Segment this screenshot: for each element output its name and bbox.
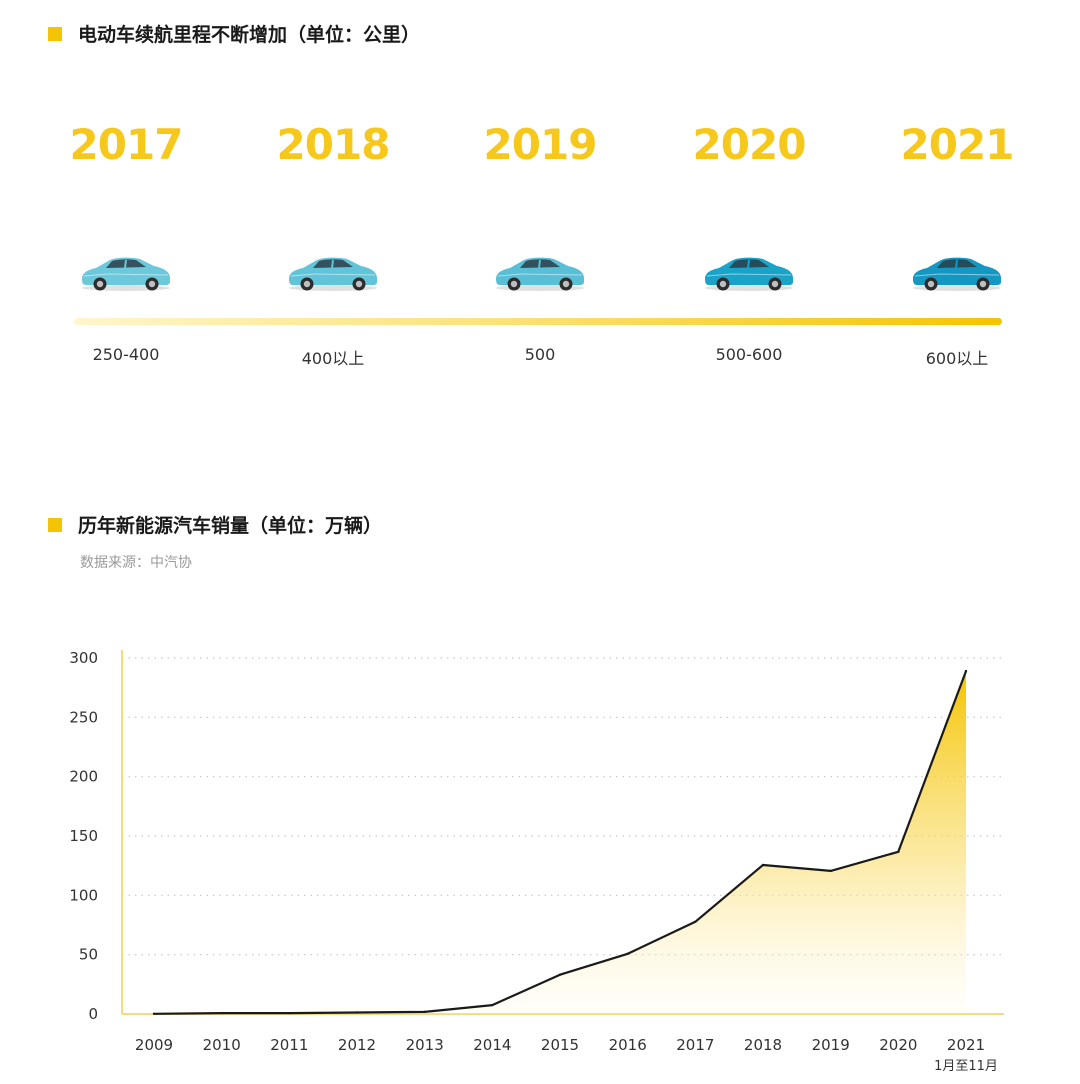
y-tick-label: 150 xyxy=(69,827,98,845)
y-tick-label: 250 xyxy=(69,708,98,726)
timeline-year-2018: 2018 xyxy=(276,120,391,169)
y-tick-label: 300 xyxy=(69,649,98,667)
timeline-range-2020: 500-600 xyxy=(715,345,783,364)
x-tick-label: 2016 xyxy=(609,1036,647,1054)
timeline-range-2018: 400以上 xyxy=(301,349,365,368)
y-tick-label: 200 xyxy=(69,768,98,786)
car-icon xyxy=(705,257,793,291)
data-point-2010 xyxy=(220,1011,223,1015)
x-tick-label: 2012 xyxy=(338,1036,376,1054)
x-tick-label: 2009 xyxy=(135,1036,173,1054)
x-tick-label: 2018 xyxy=(744,1036,782,1054)
data-point-2020 xyxy=(897,850,900,853)
data-point-2012 xyxy=(355,1011,359,1014)
x-tick-label: 2011 xyxy=(270,1036,308,1054)
sales-area-chart: 0 50 100 150 200 250 300 2009 2010 2011 2012 2013 20… xyxy=(69,649,1004,1074)
data-point-2013 xyxy=(423,1010,426,1014)
car-icon xyxy=(496,257,584,291)
x-tick-label: 2013 xyxy=(406,1036,444,1054)
x-tick-note: 1月至11月 xyxy=(934,1059,998,1074)
data-point-2018 xyxy=(761,863,765,867)
y-tick-label: 100 xyxy=(69,886,98,904)
x-tick-label: 2021 xyxy=(947,1036,985,1054)
sales-section-title: 历年新能源汽车销量（单位：万辆） xyxy=(48,511,382,538)
timeline-year-2017: 2017 xyxy=(69,120,184,169)
data-point-2021 xyxy=(964,669,968,673)
y-tick-label: 0 xyxy=(88,1005,98,1023)
data-point-2011 xyxy=(288,1011,291,1015)
title-marker-icon xyxy=(48,517,62,532)
timeline-year-2020: 2020 xyxy=(692,120,807,169)
car-icon xyxy=(913,257,1001,291)
x-tick-label: 2015 xyxy=(541,1036,579,1054)
data-point-2017 xyxy=(694,920,697,923)
timeline-range-2017: 250-400 xyxy=(92,345,160,364)
title-marker-icon xyxy=(48,26,62,41)
sales-area-fill xyxy=(154,671,966,1014)
x-tick-label: 2017 xyxy=(676,1036,714,1054)
data-point-2016 xyxy=(626,952,629,956)
timeline-year-2021: 2021 xyxy=(900,120,1015,169)
sales-title-text: 历年新能源汽车销量（单位：万辆） xyxy=(78,515,383,537)
data-source-note: 数据来源：中汽协 xyxy=(80,555,192,571)
car-icon xyxy=(82,257,170,291)
range-section-title: 电动车续航里程不断增加（单位：公里） xyxy=(48,20,420,47)
car-icon xyxy=(289,257,377,291)
data-point-2019 xyxy=(829,869,832,873)
range-title-text: 电动车续航里程不断增加（单位：公里） xyxy=(78,24,421,46)
data-point-2014 xyxy=(491,1003,494,1007)
x-tick-label: 2020 xyxy=(879,1036,917,1054)
x-tick-label: 2014 xyxy=(473,1036,511,1054)
timeline-range-2021: 600以上 xyxy=(925,349,989,368)
range-progress-bar xyxy=(74,318,1002,325)
data-point-2015 xyxy=(558,973,562,976)
data-point-2009 xyxy=(152,1012,156,1015)
timeline-range-2019: 500 xyxy=(524,345,556,364)
timeline-year-2019: 2019 xyxy=(483,120,598,169)
y-tick-label: 50 xyxy=(79,946,98,964)
x-tick-label: 2019 xyxy=(812,1036,850,1054)
x-tick-label: 2010 xyxy=(203,1036,241,1054)
